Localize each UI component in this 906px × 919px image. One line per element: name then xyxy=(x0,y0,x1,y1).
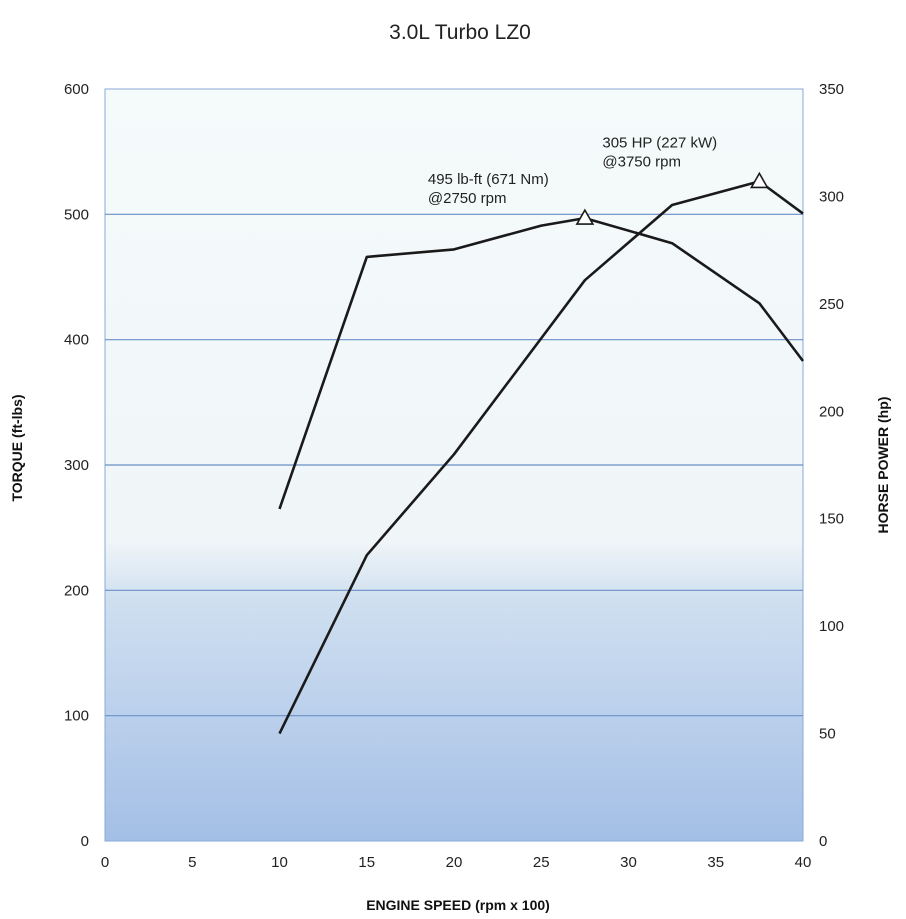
annotation-rpm: @3750 rpm xyxy=(602,153,681,170)
grid-lines xyxy=(105,213,803,717)
annotation-value: 305 HP (227 kW) xyxy=(602,134,717,151)
x-tick-label: 40 xyxy=(795,854,812,871)
y-left-tick-labels: 0 100 200 300 400 500 600 xyxy=(64,81,89,850)
x-tick-label: 10 xyxy=(271,854,288,871)
y-right-tick-label: 300 xyxy=(819,188,844,205)
y-left-tick-label: 0 xyxy=(81,833,89,850)
x-tick-label: 15 xyxy=(358,854,375,871)
x-axis-label: ENGINE SPEED (rpm x 100) xyxy=(366,897,550,913)
y-right-tick-label: 0 xyxy=(819,833,827,850)
torque-line xyxy=(278,216,805,510)
x-tick-label: 30 xyxy=(620,854,637,871)
y-axis-left-label: TORQUE (ft-lbs) xyxy=(9,394,25,501)
annotation-value: 495 lb-ft (671 Nm) xyxy=(428,171,549,188)
x-tick-label: 0 xyxy=(101,854,109,871)
y-right-tick-label: 200 xyxy=(819,403,844,420)
y-right-tick-label: 350 xyxy=(819,81,844,98)
y-right-tick-label: 50 xyxy=(819,726,836,743)
y-left-tick-label: 500 xyxy=(64,206,89,223)
y-left-tick-label: 300 xyxy=(64,457,89,474)
y-right-tick-label: 150 xyxy=(819,511,844,528)
y-right-tick-label: 100 xyxy=(819,618,844,635)
peak-marker xyxy=(749,171,769,189)
x-tick-labels: 0 5 10 15 20 25 30 35 40 xyxy=(101,854,812,871)
y-left-tick-label: 100 xyxy=(64,708,89,725)
x-tick-label: 20 xyxy=(446,854,463,871)
peak-marker xyxy=(575,208,595,225)
annotation-rpm: @2750 rpm xyxy=(428,190,507,207)
x-tick-label: 35 xyxy=(707,854,724,871)
y-left-tick-label: 400 xyxy=(64,332,89,349)
y-right-tick-label: 250 xyxy=(819,296,844,313)
y-left-tick-label: 600 xyxy=(64,81,89,98)
peak-markers xyxy=(575,171,769,225)
x-tick-label: 25 xyxy=(533,854,550,871)
y-left-tick-label: 200 xyxy=(64,582,89,599)
x-tick-label: 5 xyxy=(188,854,196,871)
annotations: 495 lb-ft (671 Nm) @2750 rpm 305 HP (227 k… xyxy=(428,134,717,207)
chart-title: 3.0L Turbo LZ0 xyxy=(389,21,531,44)
y-right-tick-labels: 0 50 100 150 200 250 300 350 xyxy=(819,81,844,850)
y-axis-right-label: HORSE POWER (hp) xyxy=(875,397,891,534)
